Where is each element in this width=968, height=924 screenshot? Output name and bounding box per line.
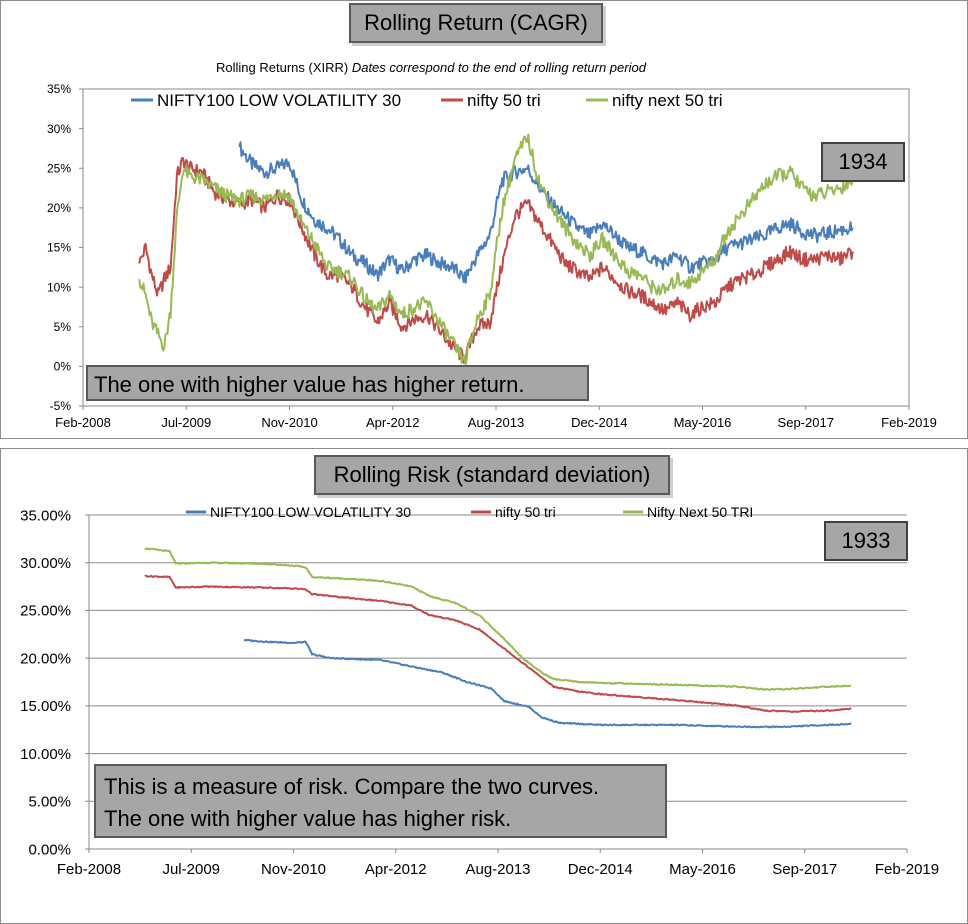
legend-label-1: NIFTY100 LOW VOLATILITY 30 <box>210 504 411 520</box>
x-tick-label: Feb-2019 <box>875 861 939 878</box>
x-tick-label: Jul-2009 <box>161 415 211 430</box>
y-tick-label: 35% <box>47 82 71 96</box>
series-line-3 <box>144 547 852 691</box>
rolling-return-title: Rolling Return (CAGR) <box>349 3 603 43</box>
annotation-line: The one with higher value has higher ret… <box>94 372 525 397</box>
x-tick-label: Feb-2019 <box>881 415 937 430</box>
y-tick-label: 25.00% <box>20 603 71 620</box>
y-tick-label: 35.00% <box>20 507 71 524</box>
x-tick-label: Nov-2010 <box>261 861 326 878</box>
y-tick-label: 15.00% <box>20 698 71 715</box>
x-tick-label: May-2016 <box>674 415 732 430</box>
rolling-return-annotation: The one with higher value has higher ret… <box>86 365 589 401</box>
annotation-line-1: This is a measure of risk. Compare the t… <box>104 774 600 799</box>
x-tick-label: Nov-2010 <box>261 415 317 430</box>
y-tick-label: 5.00% <box>28 794 71 811</box>
legend-label-1: NIFTY100 LOW VOLATILITY 30 <box>157 91 401 110</box>
x-tick-label: Aug-2013 <box>468 415 524 430</box>
rolling-return-badge: 1934 <box>821 142 905 182</box>
rolling-risk-chart: 35.00% 30.00% 25.00% 20.00% 15.00% 10.00% 5.00… <box>20 504 939 878</box>
subtitle-plain: Rolling Returns (XIRR) <box>216 60 349 75</box>
rolling-risk-badge: 1933 <box>824 521 908 561</box>
legend-label-2: nifty 50 tri <box>495 504 556 520</box>
y-tick-label: 5% <box>54 320 72 334</box>
x-tick-label: Dec-2014 <box>568 861 633 878</box>
rolling-risk-annotation: This is a measure of risk. Compare the t… <box>94 764 667 838</box>
y-tick-label: 0.00% <box>28 841 71 858</box>
x-tick-label: Sep-2017 <box>772 861 837 878</box>
y-tick-label: 25% <box>47 161 71 175</box>
series-line-3 <box>138 133 854 365</box>
y-tick-label: 10% <box>47 280 71 294</box>
x-tick-label: Feb-2008 <box>57 861 121 878</box>
x-tick-label: Dec-2014 <box>571 415 627 430</box>
legend-label-3: nifty next 50 tri <box>612 91 723 110</box>
rolling-return-chart: 35% 30% 25% 20% 15% 10% 5% 0% -5% Feb-2008 Jul-200… <box>47 82 937 430</box>
x-tick-label: May-2016 <box>669 861 736 878</box>
annotation-line-2: The one with higher value has higher ris… <box>104 806 512 831</box>
y-tick-label: -5% <box>50 399 72 413</box>
legend-label-3: Nifty Next 50 TRI <box>647 504 753 520</box>
series-line-1 <box>243 638 852 729</box>
x-tick-label: Apr-2012 <box>365 861 427 878</box>
series-line-1 <box>238 141 854 284</box>
x-tick-label: Sep-2017 <box>778 415 834 430</box>
y-tick-label: 10.00% <box>20 746 71 763</box>
rolling-return-subtitle: Rolling Returns (XIRR) Dates correspond … <box>216 60 776 75</box>
series-line-2 <box>144 574 852 713</box>
rolling-risk-title: Rolling Risk (standard deviation) <box>314 455 670 495</box>
x-tick-label: Apr-2012 <box>366 415 419 430</box>
y-tick-label: 30% <box>47 122 71 136</box>
y-tick-label: 20% <box>47 201 71 215</box>
subtitle-italic: Dates correspond to the end of rolling r… <box>351 60 646 75</box>
legend-label-2: nifty 50 tri <box>467 91 541 110</box>
x-tick-label: Aug-2013 <box>465 861 530 878</box>
y-tick-label: 20.00% <box>20 650 71 667</box>
x-tick-label: Jul-2009 <box>162 861 220 878</box>
rolling-return-panel: 35% 30% 25% 20% 15% 10% 5% 0% -5% Feb-2008 Jul-200… <box>0 0 968 439</box>
rolling-risk-panel: 35.00% 30.00% 25.00% 20.00% 15.00% 10.00% 5.00… <box>0 448 968 924</box>
y-tick-label: 0% <box>54 360 72 374</box>
x-tick-label: Feb-2008 <box>55 415 111 430</box>
series-line-2 <box>138 156 854 364</box>
y-tick-label: 15% <box>47 241 71 255</box>
y-tick-label: 30.00% <box>20 555 71 572</box>
